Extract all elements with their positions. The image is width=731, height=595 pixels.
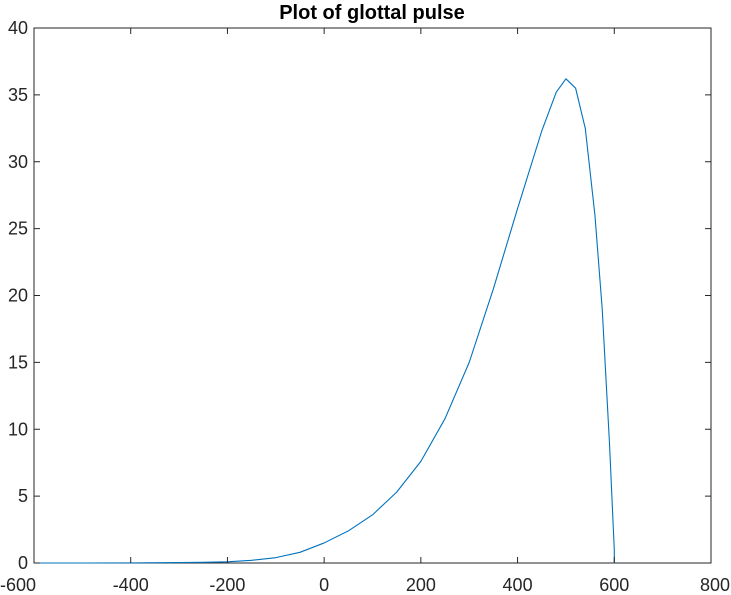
y-tick-label: 20 (8, 286, 28, 306)
x-tick-label: -200 (209, 575, 245, 595)
series-line-0 (33, 78, 615, 564)
y-tick-label: 35 (8, 85, 28, 105)
y-tick-label: 10 (8, 419, 28, 439)
y-tick-label: 40 (8, 18, 28, 38)
x-tick-label: 400 (503, 575, 533, 595)
plot-area-box (33, 27, 712, 564)
axes (33, 27, 712, 564)
chart-title: Plot of glottal pulse (279, 2, 465, 24)
x-tick-label: -400 (113, 575, 149, 595)
y-tick-label: 0 (18, 553, 28, 573)
x-tick-label: 200 (406, 575, 436, 595)
x-tick-label: 600 (599, 575, 629, 595)
x-tick-label: 800 (700, 575, 730, 595)
y-tick-label: 5 (18, 486, 28, 506)
series-layer (33, 78, 615, 564)
x-tick-label: -600 (0, 575, 36, 595)
y-tick-label: 25 (8, 219, 28, 239)
ticks-layer: -600 -400 -200 0 200 400 600 800 0 5 10 15 20 25 30 35 4… (0, 18, 730, 595)
y-tick-label: 15 (8, 352, 28, 372)
y-tick-label: 30 (8, 152, 28, 172)
x-tick-label: 0 (319, 575, 329, 595)
